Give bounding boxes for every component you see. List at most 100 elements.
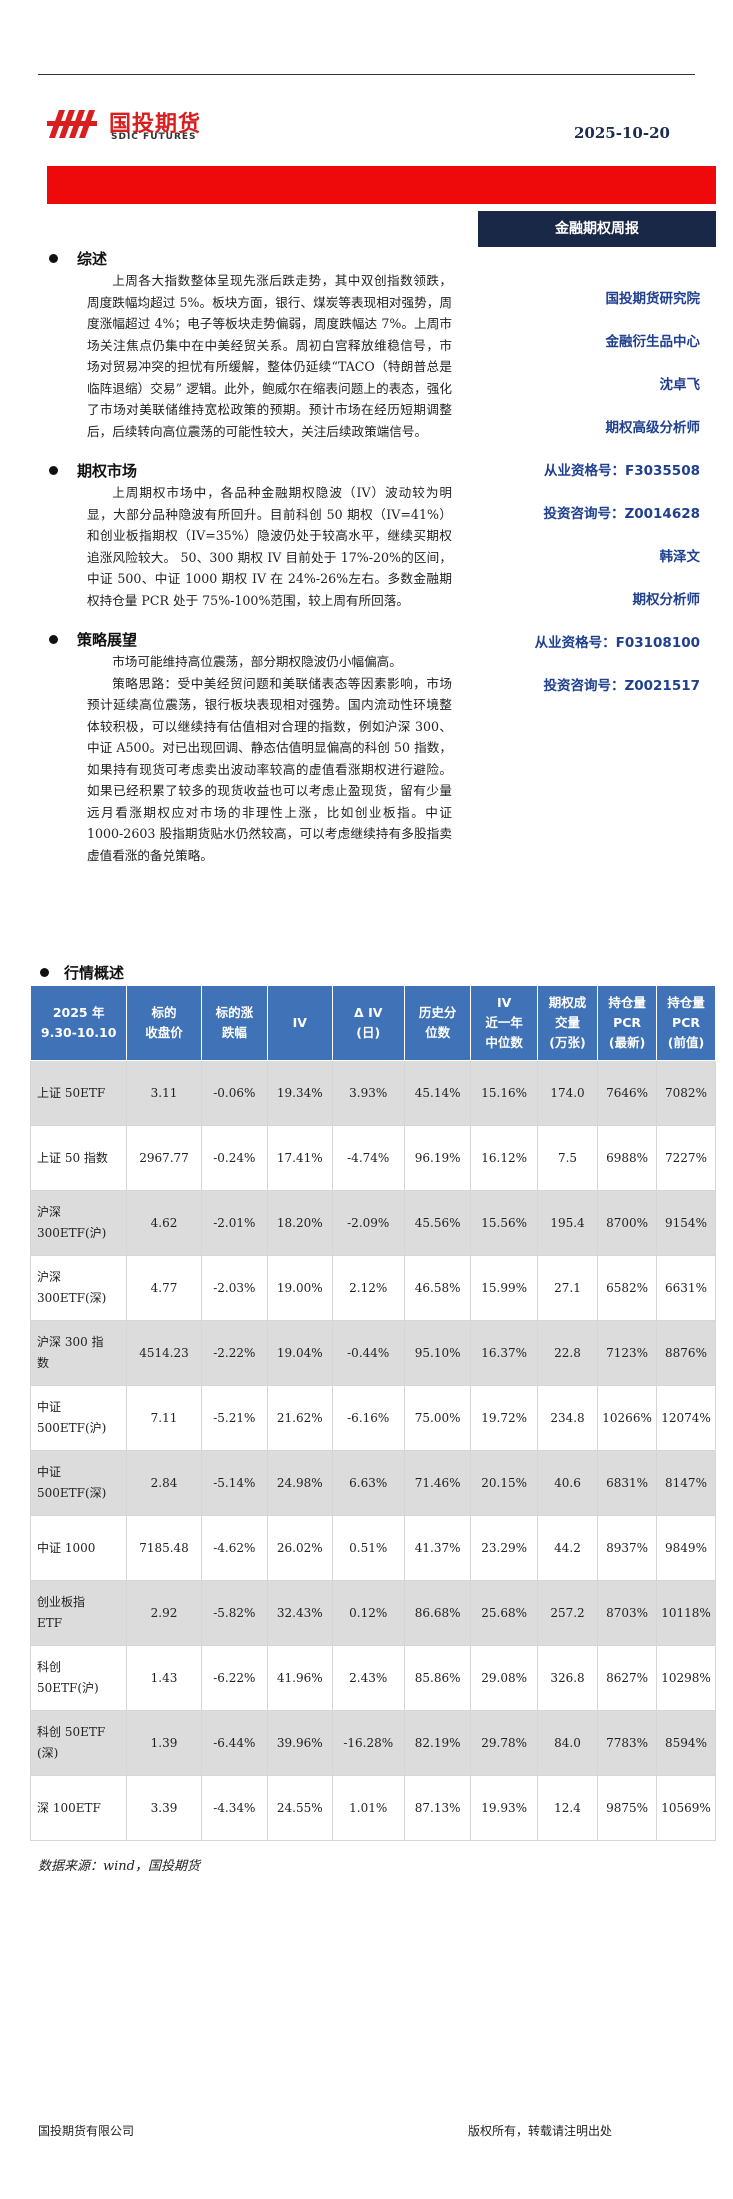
column-header: Δ IV (日) bbox=[331, 985, 405, 1061]
table-cell: -2.03% bbox=[200, 1255, 268, 1321]
table-cell: 6582% bbox=[597, 1255, 658, 1321]
sdic-logo-icon bbox=[47, 110, 97, 138]
table-cell: 174.0 bbox=[536, 1060, 599, 1126]
analyst-license: 从业资格号：F03108100 bbox=[534, 635, 700, 651]
table-cell: 26.02% bbox=[266, 1515, 333, 1581]
table-row: 中证 1000 7185.48 -4.62% 26.02% 0.51% 41.37% 23.… bbox=[29, 1515, 716, 1581]
table-cell: -5.14% bbox=[200, 1450, 268, 1516]
table-cell: 7646% bbox=[597, 1060, 658, 1126]
table-row: 创业板指 ETF 2.92 -5.82% 32.43% 0.12% 86.68% 25.68… bbox=[29, 1580, 716, 1646]
table-cell: 19.93% bbox=[470, 1775, 538, 1841]
table-cell: -5.21% bbox=[200, 1385, 268, 1451]
table-cell: 0.12% bbox=[331, 1580, 405, 1646]
column-header: IV bbox=[266, 985, 333, 1061]
table-cell: 20.15% bbox=[470, 1450, 538, 1516]
row-label-cell: 科创 50ETF(沪) bbox=[29, 1645, 128, 1711]
column-header: 2025 年 9.30-10.10 bbox=[29, 985, 128, 1061]
data-source-note: 数据来源：wind，国投期货 bbox=[38, 1859, 200, 1874]
table-cell: 8627% bbox=[597, 1645, 658, 1711]
table-cell: 9849% bbox=[656, 1515, 716, 1581]
table-cell: -0.06% bbox=[200, 1060, 268, 1126]
table-cell: 9875% bbox=[597, 1775, 658, 1841]
table-cell: 18.20% bbox=[266, 1190, 333, 1256]
department-name: 金融衍生品中心 bbox=[605, 334, 701, 350]
paragraph: 市场可能维持高位震荡，部分期权隐波仍小幅偏高。 bbox=[112, 654, 402, 669]
logo-text-en: SDIC FUTURES bbox=[111, 132, 197, 142]
table-cell: 24.98% bbox=[266, 1450, 333, 1516]
table-cell: 15.56% bbox=[470, 1190, 538, 1256]
analyst-name: 沈卓飞 bbox=[659, 377, 701, 393]
table-cell: 7227% bbox=[656, 1125, 716, 1191]
table-row: 上证 50 指数 2967.77 -0.24% 17.41% -4.74% 96.19% 1… bbox=[29, 1125, 716, 1191]
table-cell: 8594% bbox=[656, 1710, 716, 1776]
table-cell: 6988% bbox=[597, 1125, 658, 1191]
table-body: 上证 50ETF 3.11 -0.06% 19.34% 3.93% 45.14% 15.16… bbox=[29, 1060, 716, 1841]
table-row: 深 100ETF 3.39 -4.34% 24.55% 1.01% 87.13% 19.93… bbox=[29, 1775, 716, 1841]
table-row: 中证 500ETF(沪) 7.11 -5.21% 21.62% -6.16% 75.00%… bbox=[29, 1385, 716, 1451]
analyst-license: 投资咨询号：Z0014628 bbox=[543, 506, 700, 522]
table-cell: -0.44% bbox=[331, 1320, 405, 1386]
bullet-icon bbox=[49, 254, 58, 263]
table-cell: 7.5 bbox=[536, 1125, 599, 1191]
table-cell: 9154% bbox=[656, 1190, 716, 1256]
table-cell: 6831% bbox=[597, 1450, 658, 1516]
table-cell: 2.12% bbox=[331, 1255, 405, 1321]
bullet-icon bbox=[49, 635, 58, 644]
table-cell: 16.37% bbox=[470, 1320, 538, 1386]
table-cell: 2967.77 bbox=[126, 1125, 202, 1191]
bullet-icon bbox=[40, 968, 49, 977]
row-label-cell: 创业板指 ETF bbox=[29, 1580, 128, 1646]
section-options-market: 期权市场 上周期权市场中，各品种金融期权隐波（IV）波动较为明显，大部分品种隐波… bbox=[47, 460, 452, 611]
table-cell: -4.34% bbox=[200, 1775, 268, 1841]
table-cell: 44.2 bbox=[536, 1515, 599, 1581]
table-cell: 0.51% bbox=[331, 1515, 405, 1581]
market-overview-table: 2025 年 9.30-10.10 标的 收盘价 标的涨 跌幅 IV Δ IV … bbox=[29, 985, 716, 1841]
table-cell: 1.39 bbox=[126, 1710, 202, 1776]
row-label-cell: 上证 50 指数 bbox=[29, 1125, 128, 1191]
paragraph: 上周各大指数整体呈现先涨后跌走势，其中双创指数领跌，周度跌幅均超过 5%。板块方… bbox=[87, 273, 452, 439]
table-cell: 32.43% bbox=[266, 1580, 333, 1646]
section-title: 综述 bbox=[77, 250, 108, 268]
table-cell: 10266% bbox=[597, 1385, 658, 1451]
report-date: 2025-10-20 bbox=[574, 124, 670, 142]
section-title: 策略展望 bbox=[77, 631, 138, 649]
table-cell: 96.19% bbox=[403, 1125, 472, 1191]
analyst-role: 期权高级分析师 bbox=[605, 420, 701, 436]
table-cell: -2.22% bbox=[200, 1320, 268, 1386]
table-cell: -4.74% bbox=[331, 1125, 405, 1191]
table-cell: 257.2 bbox=[536, 1580, 599, 1646]
table-row: 中证 500ETF(深) 2.84 -5.14% 24.98% 6.63% 71.46% 2… bbox=[29, 1450, 716, 1516]
table-cell: -5.82% bbox=[200, 1580, 268, 1646]
table-cell: 82.19% bbox=[403, 1710, 472, 1776]
table-cell: 7.11 bbox=[126, 1385, 202, 1451]
row-label-cell: 中证 500ETF(沪) bbox=[29, 1385, 128, 1451]
table-cell: 6631% bbox=[656, 1255, 716, 1321]
table-cell: 234.8 bbox=[536, 1385, 599, 1451]
table-cell: 7783% bbox=[597, 1710, 658, 1776]
table-cell: 45.14% bbox=[403, 1060, 472, 1126]
table-cell: 19.72% bbox=[470, 1385, 538, 1451]
table-cell: 4.62 bbox=[126, 1190, 202, 1256]
table-section-title: 行情概述 bbox=[34, 962, 124, 983]
row-label-cell: 中证 500ETF(深) bbox=[29, 1450, 128, 1516]
table-cell: 85.86% bbox=[403, 1645, 472, 1711]
table-cell: 27.1 bbox=[536, 1255, 599, 1321]
section-title: 期权市场 bbox=[77, 462, 138, 480]
header-banner bbox=[47, 166, 716, 204]
table-cell: 8937% bbox=[597, 1515, 658, 1581]
table-cell: 29.78% bbox=[470, 1710, 538, 1776]
row-label-cell: 科创 50ETF (深) bbox=[29, 1710, 128, 1776]
table-cell: -0.24% bbox=[200, 1125, 268, 1191]
table-row: 科创 50ETF(沪) 1.43 -6.22% 41.96% 2.43% 85.86% 29… bbox=[29, 1645, 716, 1711]
section-overview: 综述 上周各大指数整体呈现先涨后跌走势，其中双创指数领跌，周度跌幅均超过 5%。… bbox=[47, 248, 452, 442]
table-cell: -2.01% bbox=[200, 1190, 268, 1256]
table-row: 沪深 300ETF(深) 4.77 -2.03% 19.00% 2.12% 46.58% 1… bbox=[29, 1255, 716, 1321]
table-cell: 4.77 bbox=[126, 1255, 202, 1321]
table-cell: 2.84 bbox=[126, 1450, 202, 1516]
row-label-cell: 深 100ETF bbox=[29, 1775, 128, 1841]
org-name: 国投期货研究院 bbox=[605, 291, 701, 307]
table-cell: 41.96% bbox=[266, 1645, 333, 1711]
table-cell: 21.62% bbox=[266, 1385, 333, 1451]
table-cell: 1.43 bbox=[126, 1645, 202, 1711]
table-cell: 95.10% bbox=[403, 1320, 472, 1386]
